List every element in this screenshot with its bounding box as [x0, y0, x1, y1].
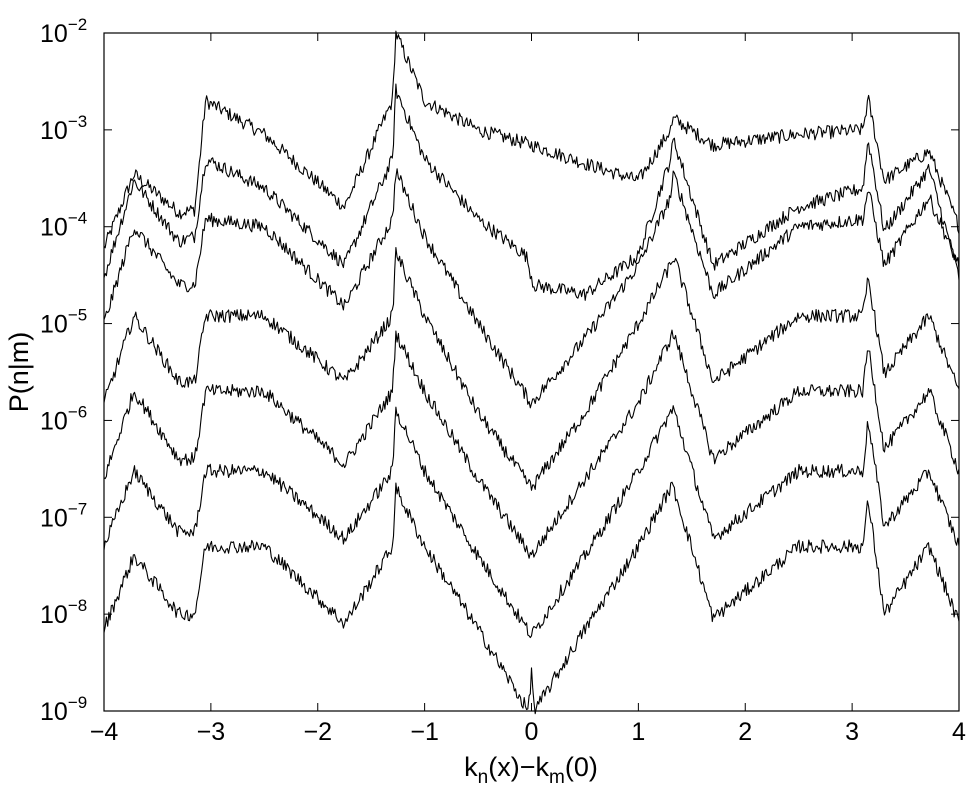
y-tick-label: 10−8	[40, 596, 87, 629]
x-tick-label: 2	[738, 718, 752, 746]
series-line-1	[103, 30, 960, 249]
series-line-4	[103, 247, 960, 491]
x-tick-label: 1	[631, 718, 645, 746]
x-tick-label: −3	[197, 718, 226, 746]
y-axis-label: P(n|m)	[4, 332, 34, 413]
y-tick-label: 10−2	[40, 15, 87, 48]
x-tick-label: 4	[952, 718, 966, 746]
x-tick-label: −4	[90, 718, 119, 746]
series-lines	[103, 30, 960, 715]
y-tick-label: 10−7	[40, 499, 87, 532]
series-line-7	[103, 481, 960, 715]
series-line-5	[103, 329, 960, 559]
series-line-6	[103, 405, 960, 639]
y-tick-label: 10−6	[40, 402, 87, 435]
x-tick-labels: −4 −3 −2 −1 0 1 2 3 4	[90, 718, 966, 746]
x-axis-label: kn(x)−km(0)	[464, 752, 598, 788]
x-tick-label: −2	[303, 718, 332, 746]
y-tick-labels: 10−9 10−8 10−7 10−6 10−5 10−4 10−3 10−2	[40, 15, 87, 726]
series-line-2	[103, 83, 960, 301]
x-tick-label: 3	[845, 718, 859, 746]
x-tick-label: −1	[410, 718, 439, 746]
y-tick-label: 10−9	[40, 693, 87, 726]
y-tick-label: 10−5	[40, 306, 87, 339]
plot-frame	[103, 32, 960, 712]
x-tick-label: 0	[525, 718, 539, 746]
y-tick-label: 10−4	[40, 209, 87, 242]
y-tick-label: 10−3	[40, 112, 87, 145]
series-line-3	[103, 168, 960, 409]
